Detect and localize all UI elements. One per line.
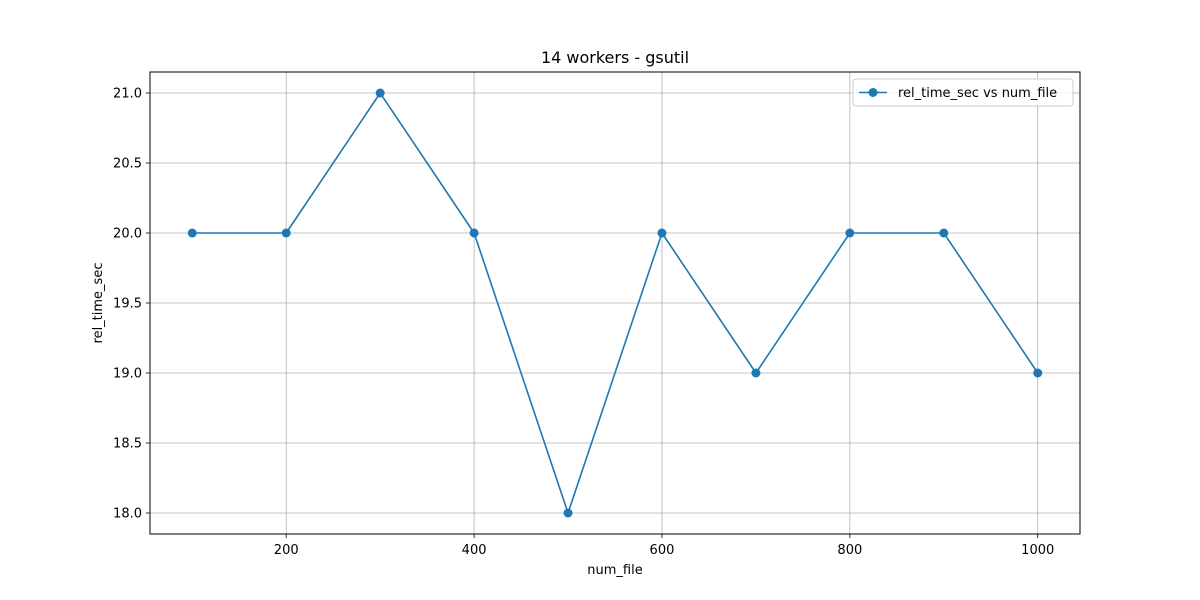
series-line	[192, 92, 1039, 514]
legend-label: rel_time_sec vs num_file	[898, 86, 1057, 101]
data-point	[187, 228, 197, 238]
chart-title: 14 workers - gsutil	[541, 48, 689, 67]
data-point	[939, 228, 949, 238]
data-point	[375, 88, 385, 98]
x-tick-label: 1000	[1021, 543, 1054, 558]
legend-marker	[868, 88, 878, 97]
data-point	[281, 228, 291, 238]
data-point	[563, 508, 573, 518]
y-tick-label: 18.5	[113, 437, 142, 452]
legend-box	[852, 78, 1074, 107]
x-tick-label: 600	[650, 543, 675, 558]
y-tick-label: 19.0	[113, 367, 142, 382]
data-point	[1033, 368, 1043, 378]
y-tick-label: 20.5	[113, 157, 142, 172]
series-layer	[187, 88, 1043, 518]
x-tick-label: 200	[274, 543, 299, 558]
y-tick-label: 20.0	[113, 227, 142, 242]
y-axis-label: rel_time_sec	[91, 263, 106, 344]
y-tick-label: 18.0	[113, 507, 142, 522]
data-point	[657, 228, 667, 238]
y-tick-label: 21.0	[113, 87, 142, 102]
data-point	[751, 368, 761, 378]
y-tick-label: 19.5	[113, 297, 142, 312]
data-point	[845, 228, 855, 238]
x-tick-label: 800	[837, 543, 862, 558]
x-axis-label: num_file	[587, 563, 642, 578]
data-point	[469, 228, 479, 238]
x-tick-label: 400	[462, 543, 487, 558]
legend: rel_time_sec vs num_file	[852, 78, 1074, 107]
ticks: 200 400 600 800 1000 18.0 18.5 19.0 19.5 20.0 20.5…	[113, 87, 1054, 559]
